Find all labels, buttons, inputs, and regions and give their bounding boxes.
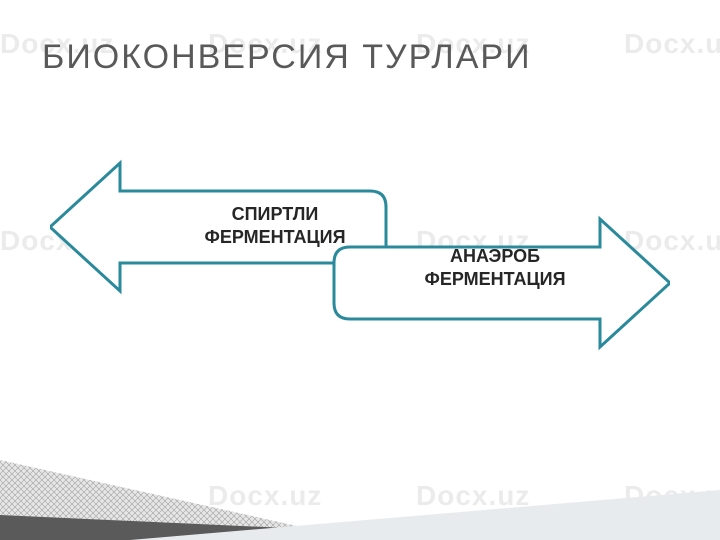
watermark-text: Docx.uz xyxy=(624,28,720,60)
arrows-diagram: СПИРТЛИ ФЕРМЕНТАЦИЯ АНАЭРОБ ФЕРМЕНТАЦИЯ xyxy=(50,155,670,355)
corner-decor xyxy=(0,420,720,540)
right-label-line1: АНАЭРОБ xyxy=(450,246,540,266)
page-title: БИОКОНВЕРСИЯ ТУРЛАРИ xyxy=(42,38,532,77)
right-arrow-label: АНАЭРОБ ФЕРМЕНТАЦИЯ xyxy=(400,245,590,292)
left-label-line1: СПИРТЛИ xyxy=(232,204,319,224)
right-label-line2: ФЕРМЕНТАЦИЯ xyxy=(424,269,565,289)
left-label-line2: ФЕРМЕНТАЦИЯ xyxy=(204,227,345,247)
left-arrow-label: СПИРТЛИ ФЕРМЕНТАЦИЯ xyxy=(180,203,370,250)
